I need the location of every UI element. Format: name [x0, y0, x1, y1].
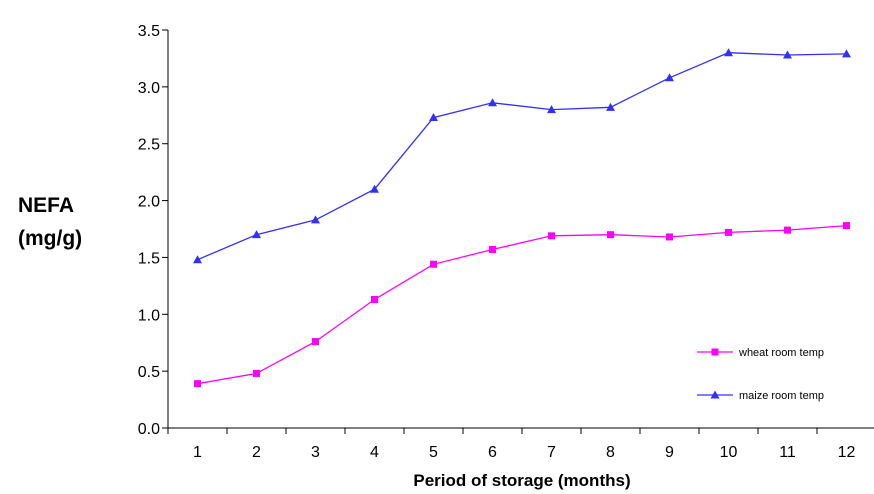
x-tick-label: 3 — [311, 444, 320, 461]
series-line-wheat — [197, 224, 847, 385]
data-point-wheat — [194, 380, 201, 388]
data-point-wheat — [430, 260, 437, 268]
x-tick-label: 7 — [547, 444, 556, 461]
x-tick-label: 5 — [429, 444, 438, 461]
legend-label: wheat room temp — [738, 347, 824, 359]
series-maize — [193, 48, 851, 264]
x-tick-label: 10 — [720, 444, 738, 461]
data-point-maize — [311, 215, 320, 224]
x-tick-label: 12 — [838, 444, 856, 461]
data-point-maize — [252, 230, 261, 239]
series-wheat — [194, 222, 850, 388]
legend-label: maize room temp — [739, 390, 824, 402]
data-point-maize — [783, 50, 792, 59]
y-tick-label: 0.0 — [138, 421, 160, 438]
y-tick-label: 0.5 — [138, 364, 160, 381]
data-point-wheat — [489, 245, 496, 253]
y-tick-label: 3.0 — [138, 80, 160, 97]
plot-area — [168, 30, 874, 428]
y-axis-label-line1: NEFA — [18, 194, 74, 217]
x-axis: 1 2 3 4 5 6 7 8 9 10 11 12 — [167, 427, 874, 461]
y-tick-label: 2.5 — [138, 137, 160, 154]
data-point-wheat — [371, 296, 378, 304]
x-axis-label: Period of storage (months) — [413, 471, 630, 490]
x-tick-label: 1 — [193, 444, 202, 461]
y-tick-label: 1.0 — [138, 307, 160, 324]
y-tick-label: 2.0 — [138, 194, 160, 211]
x-tick-label: 4 — [370, 444, 379, 461]
x-tick-label: 2 — [252, 444, 261, 461]
y-tick-label: 1.5 — [138, 250, 160, 267]
data-point-maize — [547, 105, 556, 114]
y-tick-label: 3.5 — [138, 23, 160, 40]
legend: wheat room temp maize room temp — [697, 347, 824, 402]
series-line-maize — [197, 52, 847, 261]
data-point-wheat — [784, 226, 791, 234]
data-point-maize — [193, 255, 202, 264]
x-tick-label: 6 — [488, 444, 497, 461]
legend-marker — [711, 348, 719, 356]
data-point-maize — [842, 49, 851, 58]
data-point-wheat — [312, 338, 319, 346]
y-axis-label-line2: (mg/g) — [18, 227, 82, 250]
x-tick-label: 9 — [665, 444, 674, 461]
data-point-wheat — [725, 228, 732, 236]
data-point-wheat — [666, 233, 673, 241]
data-point-maize — [370, 184, 379, 193]
legend-marker — [710, 390, 720, 399]
data-point-maize — [606, 102, 615, 111]
legend-item-maize: maize room temp — [697, 390, 824, 402]
series-layer — [193, 48, 851, 388]
data-point-wheat — [548, 232, 555, 240]
data-point-maize — [488, 98, 497, 107]
data-point-maize — [429, 113, 438, 122]
data-point-maize — [665, 73, 674, 82]
data-point-maize — [724, 48, 733, 57]
data-point-wheat — [253, 369, 260, 377]
data-point-wheat — [843, 222, 850, 230]
x-tick-label: 11 — [779, 444, 796, 461]
data-point-wheat — [607, 231, 614, 239]
legend-item-wheat: wheat room temp — [697, 347, 824, 359]
x-tick-label: 8 — [606, 444, 615, 461]
y-axis: 0.0 0.5 1.0 1.5 2.0 2.5 3.0 3.5 — [138, 23, 169, 438]
